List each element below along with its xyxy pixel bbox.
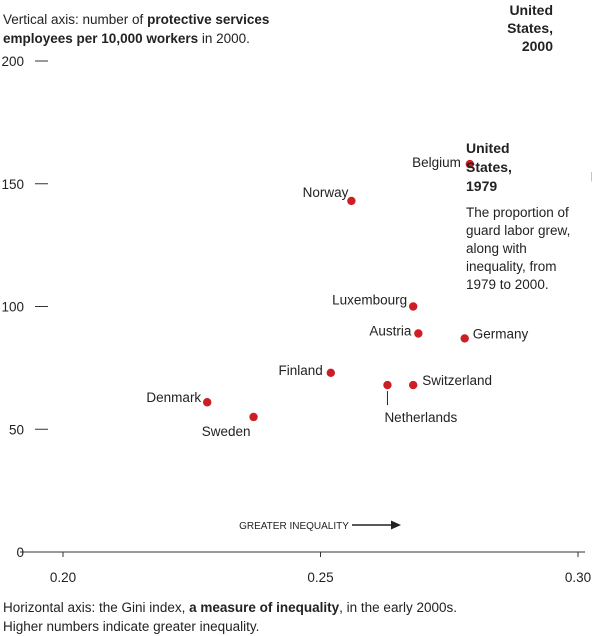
point-belgium — [465, 159, 475, 169]
vertical-axis-note-suffix: in 2000. — [198, 31, 250, 46]
horizontal-axis-note-bold: a measure of inequality — [189, 600, 340, 615]
horizontal-axis-note-suffix: , in the early 2000s. — [339, 600, 457, 615]
x-tick-label-2: 0.30 — [565, 570, 591, 585]
point-denmark — [203, 398, 212, 407]
vertical-axis-note-prefix: Vertical axis: number of — [3, 12, 148, 27]
direction-arrow-head — [391, 520, 401, 530]
vertical-axis-note: Vertical axis: number of protective serv… — [3, 10, 293, 48]
us-1979-label-0: United — [466, 140, 510, 156]
label-netherlands: Netherlands — [384, 410, 457, 425]
point-germany — [460, 334, 469, 343]
us-1979-label-2: 1979 — [466, 178, 497, 194]
us-2000-label-0: United — [509, 2, 553, 18]
horizontal-axis-note: Horizontal axis: the Gini index, a measu… — [3, 598, 563, 636]
point-sweden — [249, 412, 258, 422]
y-tick-label-2: 100 — [1, 300, 24, 315]
point-netherlands — [383, 380, 392, 390]
point-norway — [347, 196, 356, 206]
us-2000-label-1: States, — [507, 20, 553, 36]
direction-label: GREATER INEQUALITY — [239, 521, 349, 532]
label-austria: Austria — [369, 324, 412, 339]
horizontal-axis-note-line2: Higher numbers indicate greater inequali… — [3, 619, 260, 634]
vertical-axis-note-bold: protective services employees per 10,000… — [3, 12, 270, 46]
label-ireland: Ireland — [591, 169, 592, 184]
y-tick-label-4: 200 — [1, 54, 24, 69]
x-tick-label-1: 0.25 — [307, 570, 333, 585]
y-tick-label-1: 50 — [9, 422, 24, 437]
us-2000-label-2: 2000 — [522, 38, 553, 54]
point-austria — [414, 329, 423, 338]
us-annotation: The proportion of guard labor grew, alon… — [466, 205, 571, 292]
label-luxembourg: Luxembourg — [332, 293, 407, 308]
label-belgium: Belgium — [412, 155, 461, 170]
label-sweden: Sweden — [202, 424, 251, 439]
label-finland: Finland — [279, 363, 323, 378]
horizontal-axis-note-prefix: Horizontal axis: the Gini index, — [3, 600, 190, 615]
label-germany: Germany — [473, 326, 529, 341]
y-tick-label-3: 150 — [1, 177, 24, 192]
y-tick-label-0: 0 — [16, 545, 24, 560]
point-switzerland — [409, 380, 418, 390]
label-norway: Norway — [303, 185, 349, 200]
x-tick-label-0: 0.20 — [50, 570, 76, 585]
us-1979-label-1: States, — [466, 159, 512, 175]
point-finland — [326, 368, 335, 377]
point-luxembourg — [409, 302, 418, 311]
label-switzerland: Switzerland — [422, 373, 492, 388]
label-denmark: Denmark — [146, 390, 201, 405]
